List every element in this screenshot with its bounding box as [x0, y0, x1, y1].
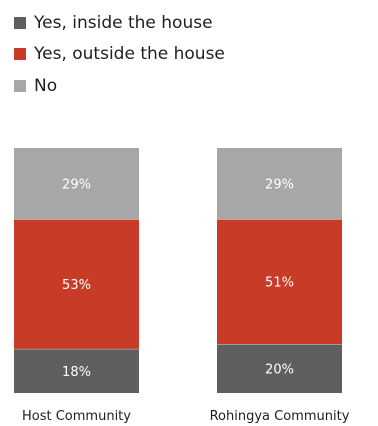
legend-label-outside-house: Yes, outside the house — [34, 44, 225, 65]
bar-segment-host-community-yes-inside-the-house — [14, 348, 139, 393]
legend-item-no: No — [14, 70, 225, 102]
legend-label-inside-house: Yes, inside the house — [34, 12, 213, 33]
legend-label-no: No — [34, 75, 58, 96]
data-label-host-community-yes-outside-the-house: 53% — [62, 278, 91, 293]
legend-swatch-inside-house — [14, 16, 26, 29]
bar-segment-host-community-no — [14, 148, 139, 220]
data-label-host-community-yes-inside-the-house: 18% — [62, 365, 91, 380]
data-label-host-community-no: 29% — [62, 178, 91, 193]
category-label-rohingya-community: Rohingya Community — [210, 409, 350, 424]
bar-segment-rohingya-community-yes-inside-the-house — [217, 344, 342, 393]
data-label-rohingya-community-yes-inside-the-house: 20% — [265, 363, 294, 378]
legend-swatch-outside-house — [14, 48, 26, 61]
data-label-rohingya-community-no: 29% — [265, 178, 294, 193]
chart-legend: Yes, inside the house Yes, outside the h… — [14, 7, 225, 102]
bar-segment-host-community-yes-outside-the-house — [14, 219, 139, 349]
legend-swatch-no — [14, 79, 26, 92]
bar-segment-rohingya-community-yes-outside-the-house — [217, 219, 342, 344]
bar-segment-rohingya-community-no — [217, 148, 342, 220]
legend-item-inside-house: Yes, inside the house — [14, 7, 225, 39]
legend-item-outside-house: Yes, outside the house — [14, 39, 225, 71]
category-label-host-community: Host Community — [22, 409, 131, 424]
data-label-rohingya-community-yes-outside-the-house: 51% — [265, 276, 294, 291]
